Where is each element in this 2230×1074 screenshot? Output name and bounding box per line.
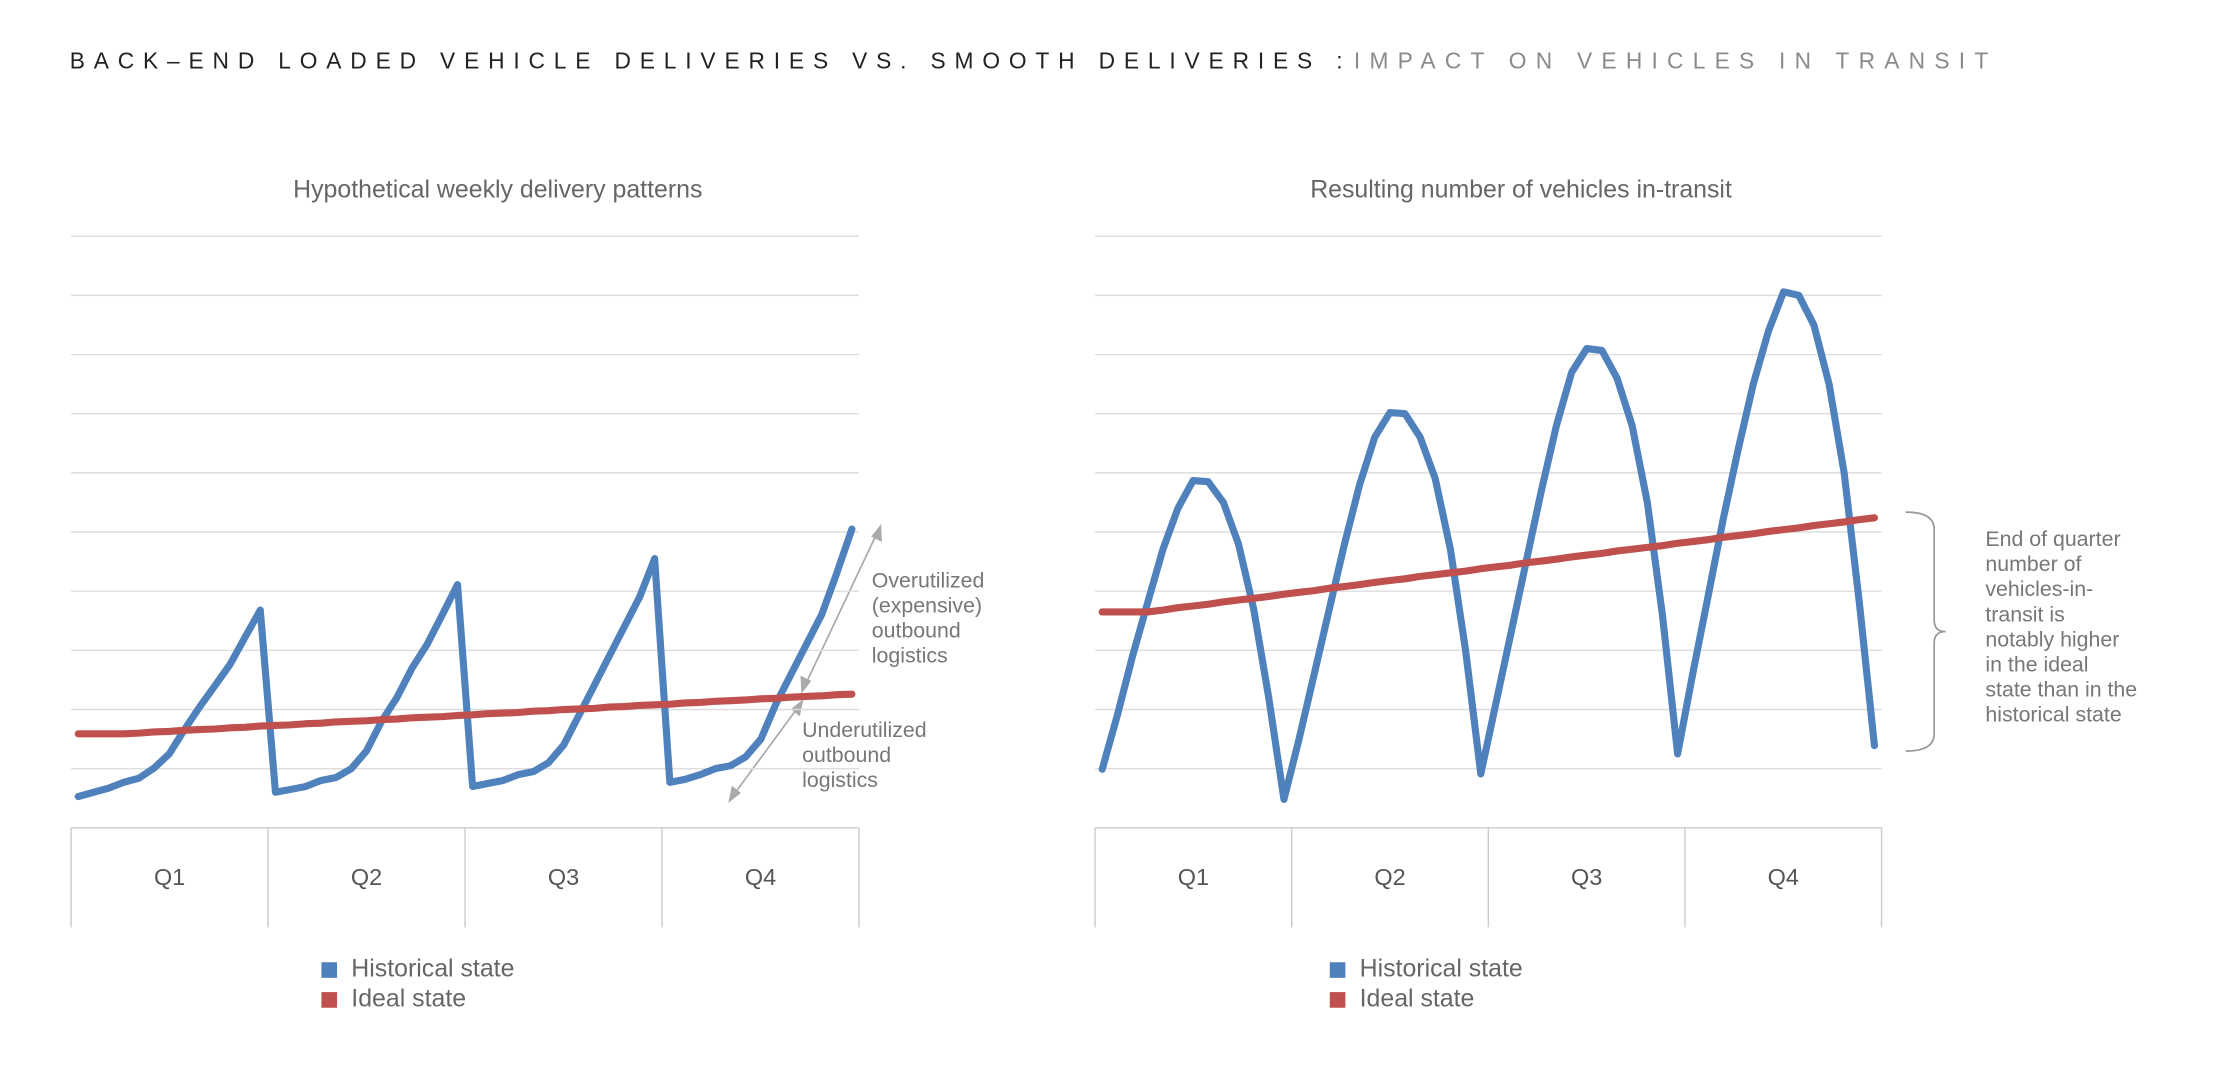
legend-label: Ideal state [351,985,466,1013]
page-title: BACK–END LOADED VEHICLE DELIVERIES VS. S… [70,48,1343,74]
annotation-text: Overutilized [872,568,985,592]
annotation-text: in the ideal [1985,652,2088,676]
series-line [74,690,856,738]
legend-swatch [1329,992,1346,1008]
annotation-text: Underutilized [802,718,926,742]
legend-swatch [321,992,338,1008]
x-tick-label: Q3 [1571,864,1602,890]
annotation-text: vehicles-in- [1985,577,2093,601]
annotation-text: logistics [872,644,948,668]
annotation-text: notably higher [1985,627,2119,651]
legend-swatch [321,962,338,978]
legend-swatch [1329,962,1346,978]
x-tick-label: Q1 [1178,864,1209,890]
annotation-text: logistics [802,768,878,792]
bracket [1905,511,1946,752]
legend-label: Historical state [1360,955,1523,983]
annotation-text: historical state [1985,702,2121,726]
chart-title: Resulting number of vehicles in-transit [1310,175,1732,203]
annotation-text: (expensive) [872,593,982,617]
x-tick-label: Q1 [154,864,185,890]
annotation-text: outbound [802,743,891,767]
annotation-text: End of quarter [1985,527,2120,551]
annotation-text: transit is [1985,602,2064,626]
series-line [1098,514,1879,616]
annotation-text: outbound [872,619,961,643]
annotation-arrows [728,524,882,803]
annotation-text: number of [1985,552,2081,576]
series-line [74,525,856,801]
annotation-text: state than in the [1985,677,2137,701]
x-tick-label: Q2 [351,864,382,890]
x-tick-label: Q2 [1374,864,1405,890]
x-tick-label: Q4 [745,864,776,890]
x-tick-label: Q3 [548,864,579,890]
x-tick-label: Q4 [1768,864,1799,890]
legend-label: Historical state [351,955,514,983]
page-subtitle: IMPACT ON VEHICLES IN TRANSIT [1354,48,1988,74]
chart-title: Hypothetical weekly delivery patterns [293,175,702,203]
legend-label: Ideal state [1360,985,1475,1013]
series-line [1098,288,1879,803]
